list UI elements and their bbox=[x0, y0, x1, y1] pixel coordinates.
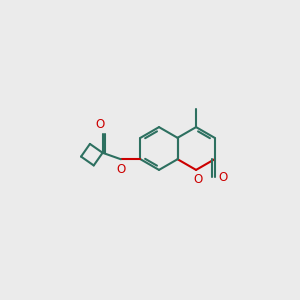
Text: O: O bbox=[194, 173, 203, 187]
Text: O: O bbox=[116, 163, 125, 176]
Text: O: O bbox=[96, 118, 105, 130]
Text: O: O bbox=[218, 171, 227, 184]
